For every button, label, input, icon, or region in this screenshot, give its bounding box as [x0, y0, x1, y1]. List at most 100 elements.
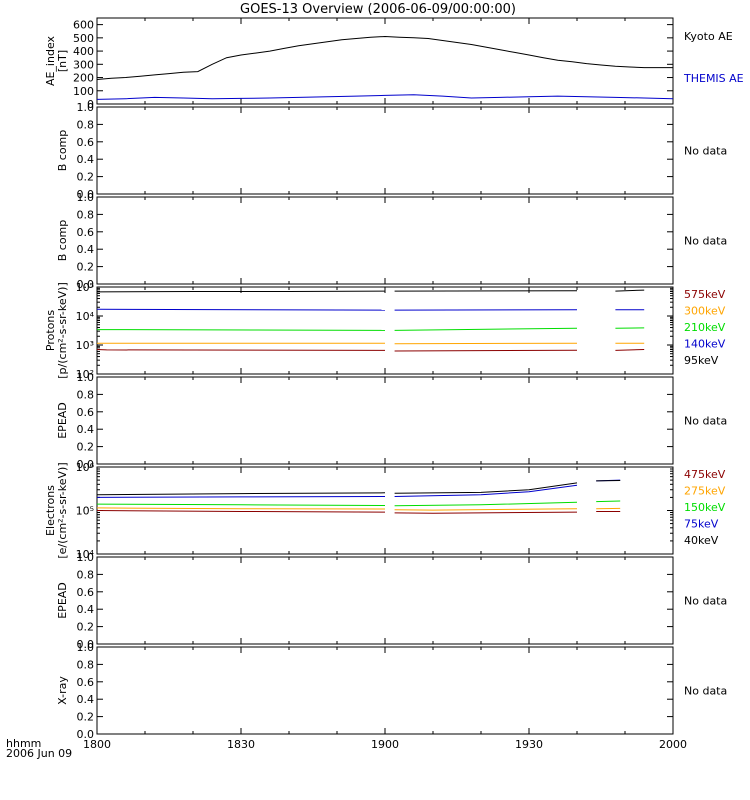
panel-frame	[96, 646, 674, 735]
series-line-75kev	[96, 496, 386, 498]
y-tick-label: 100	[73, 85, 94, 98]
legend-entry: 40keV	[684, 534, 719, 547]
y-axis-label: AE_index	[44, 35, 57, 86]
y-tick-label: 0.2	[77, 171, 95, 184]
y-tick-label: 0.4	[77, 693, 95, 706]
y-tick-label: 400	[73, 45, 94, 58]
y-axis-label: [p/(cm²-s-sr-keV)]	[56, 282, 69, 379]
no-data-note: No data	[684, 595, 727, 608]
y-tick-label: 0.8	[77, 568, 95, 581]
figure-title: GOES-13 Overview (2006-06-09/00:00:00)	[240, 2, 516, 17]
panel-xray: 0.0 0.2 0.4 0.6 0.8 1.0 X-ray No data 1800 1830 19…	[56, 641, 727, 751]
series-line-575kev	[96, 349, 386, 351]
series-line-575kev	[615, 349, 645, 351]
y-tick-label: 0.8	[77, 208, 95, 221]
y-tick-label: 0.0	[77, 728, 95, 741]
y-tick-label: 10³	[76, 339, 94, 352]
y-axis-label: [nT]	[56, 50, 69, 72]
y-axis-label: EPEAD	[56, 402, 69, 439]
y-tick-label: 10⁴	[76, 548, 95, 561]
y-tick-label: 1.0	[77, 641, 95, 654]
panel-electrons: 10⁴ 10⁵ 10⁶ Electrons [e/(cm²-s-sr-keV)] 475k…	[44, 461, 726, 561]
series-line-kyoto-ae	[96, 35, 673, 80]
y-tick-label: 0.4	[77, 423, 95, 436]
y-axis-label: B comp	[56, 130, 69, 172]
series-line-150kev	[96, 503, 386, 506]
series-line-210kev	[96, 329, 386, 331]
y-tick-label: 0.6	[77, 226, 95, 239]
series-line-95kev	[96, 290, 386, 293]
time-axis-label-date: 2006 Jun 09	[6, 747, 72, 760]
y-tick-label: 0.4	[77, 243, 95, 256]
y-tick-label: 0.6	[77, 136, 95, 149]
y-tick-label: 0	[87, 98, 94, 111]
y-tick-label: 300	[73, 58, 94, 71]
y-tick-label: 0.8	[77, 658, 95, 671]
panel-epead2: 0.0 0.2 0.4 0.6 0.8 1.0 EPEAD No data	[56, 551, 727, 651]
y-tick-label: 10²	[76, 368, 94, 381]
series-line-210kev	[394, 327, 578, 331]
y-tick-label: 600	[73, 19, 94, 32]
y-tick-label: 10⁶	[76, 461, 95, 474]
y-tick-label: 0.0	[77, 638, 95, 651]
panel-frame	[96, 196, 674, 285]
y-axis-label: EPEAD	[56, 582, 69, 619]
no-data-note: No data	[684, 685, 727, 698]
y-tick-label: 10⁵	[76, 281, 94, 294]
x-tick-label: 1900	[371, 738, 399, 751]
series-line-275kev	[394, 508, 578, 511]
y-tick-label: 1.0	[77, 101, 95, 114]
series-line-475kev	[394, 511, 578, 514]
series-line-75kev	[394, 484, 578, 497]
y-tick-label: 10⁵	[76, 505, 94, 518]
series-line-150kev	[596, 500, 621, 503]
panel-frame	[96, 466, 674, 555]
y-tick-label: 0.2	[77, 621, 95, 634]
legend-entry: THEMIS AE	[683, 72, 744, 85]
legend-entry: 475keV	[684, 468, 726, 481]
y-tick-label: 500	[73, 32, 94, 45]
legend-entry: 95keV	[684, 354, 719, 367]
y-tick-label: 0.8	[77, 118, 95, 131]
y-tick-label: 0.6	[77, 586, 95, 599]
no-data-note: No data	[684, 235, 727, 248]
panel-bcomp2: 0.0 0.2 0.4 0.6 0.8 1.0 B comp No data	[56, 191, 727, 291]
series-line-40kev	[394, 482, 578, 494]
series-line-150kev	[394, 501, 578, 507]
y-axis-label: [e/(cm²-s-sr-keV)]	[56, 462, 69, 558]
no-data-note: No data	[684, 145, 727, 158]
y-tick-label: 0.6	[77, 406, 95, 419]
legend-entry: 210keV	[684, 321, 726, 334]
y-tick-label: 0.2	[77, 711, 95, 724]
y-axis-label: Electrons	[44, 485, 57, 536]
y-tick-label: 10⁴	[76, 310, 95, 323]
series-line-40kev	[96, 492, 386, 496]
series-line-475kev	[96, 510, 386, 513]
y-tick-label: 1.0	[77, 371, 95, 384]
y-tick-label: 0.4	[77, 153, 95, 166]
series-line-275kev	[96, 507, 386, 510]
y-tick-label: 0.4	[77, 603, 95, 616]
y-tick-label: 0.0	[77, 278, 95, 291]
panel-frame	[96, 286, 674, 375]
legend-entry: 75keV	[684, 518, 719, 531]
legend-entry: 150keV	[684, 501, 726, 514]
panel-bcomp1: 0.0 0.2 0.4 0.6 0.8 1.0 B comp No data	[56, 101, 727, 201]
legend-entry: Kyoto AE	[684, 30, 733, 43]
series-line-300kev	[394, 342, 578, 345]
y-tick-label: 200	[73, 72, 94, 85]
y-axis-label: B comp	[56, 220, 69, 262]
x-tick-label: 1930	[515, 738, 543, 751]
x-tick-label: 1830	[227, 738, 255, 751]
series-line-575kev	[394, 349, 578, 352]
no-data-note: No data	[684, 415, 727, 428]
y-axis-label: Protons	[44, 310, 57, 351]
legend-entry: 275keV	[684, 485, 726, 498]
x-tick-label: 1800	[83, 738, 111, 751]
legend-entry: 300keV	[684, 305, 726, 318]
x-tick-label: 2000	[659, 738, 687, 751]
